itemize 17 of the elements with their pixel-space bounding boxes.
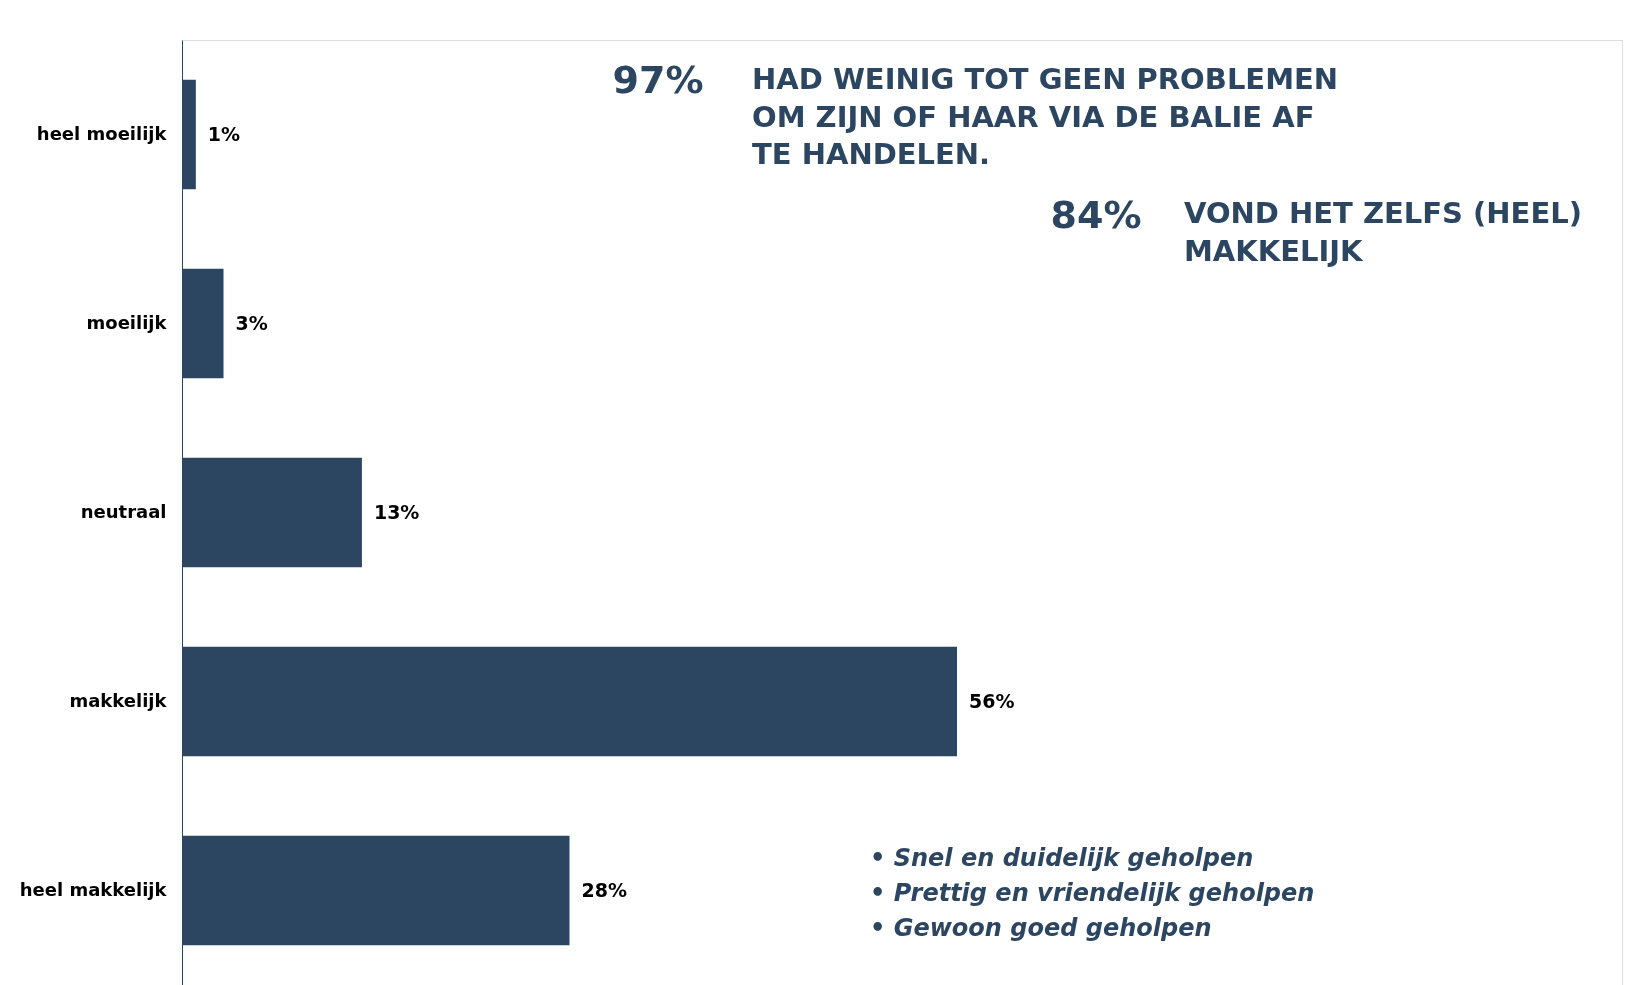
annotation: 97%: [612, 58, 704, 102]
data-label: 28%: [581, 878, 627, 901]
y-tick-label: makkelijk: [69, 689, 168, 711]
data-label: 3%: [235, 311, 268, 334]
data-label: 13%: [373, 500, 420, 523]
annotation: HAD WEINIG TOT GEEN PROBLEMEN OM ZIJN OF HAAR VIA DE BALIE AF TE HANDELEN.: [752, 62, 1339, 172]
text: 84%: [1050, 193, 1142, 237]
annotation: • Gewoon goed geholpen: [870, 914, 1212, 942]
data-label: 1%: [207, 122, 241, 145]
text: VOND HET ZELFS (HEEL) MAKKELIJK: [1184, 196, 1582, 268]
y-tick-label: moeilijk: [86, 311, 168, 333]
y-tick-label: heel makkelijk: [19, 878, 168, 900]
annotation: • Prettig en vriendelijk geholpen: [870, 879, 1315, 907]
y-tick-label: neutraal: [80, 500, 167, 522]
y-tick-label: heel moeilijk: [36, 122, 168, 144]
data-label: 56%: [969, 689, 1015, 712]
annotation: • Snel en duidelijk geholpen: [870, 844, 1254, 872]
